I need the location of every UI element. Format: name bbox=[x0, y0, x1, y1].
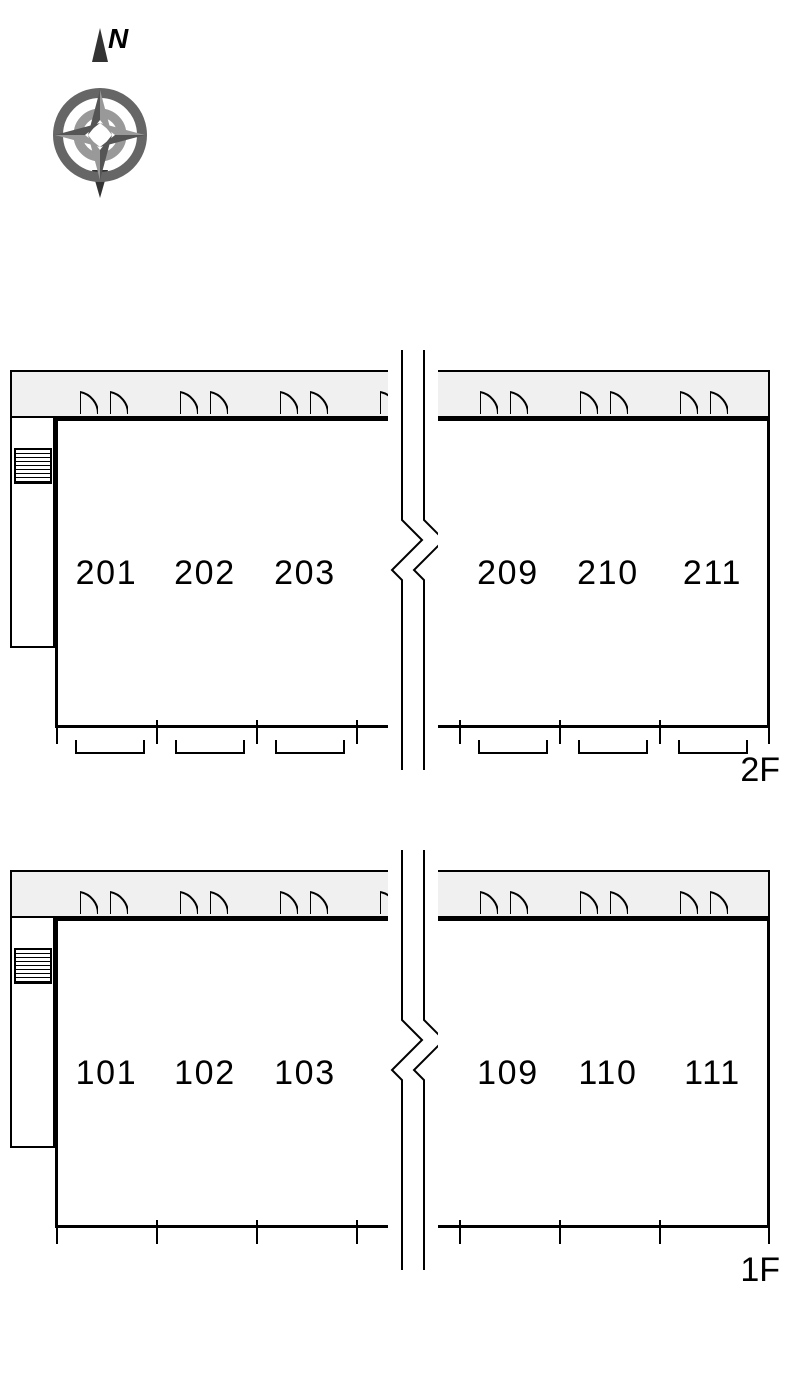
door-icon bbox=[210, 890, 228, 914]
door-icon bbox=[110, 390, 128, 414]
unit-label: 202 bbox=[174, 554, 236, 593]
door-icon bbox=[310, 890, 328, 914]
compass-n-label: N bbox=[108, 23, 129, 54]
tick bbox=[356, 1220, 358, 1244]
tick bbox=[768, 1220, 770, 1244]
tick bbox=[559, 720, 561, 744]
floor-1f-block: 101 102 103 109 110 111 bbox=[10, 870, 780, 1300]
unit-label: 211 bbox=[683, 554, 742, 593]
tick bbox=[256, 720, 258, 744]
door-icon bbox=[580, 390, 598, 414]
unit-202: 202 bbox=[155, 418, 258, 728]
tick bbox=[659, 720, 661, 744]
tick bbox=[256, 1220, 258, 1244]
unit-111: 111 bbox=[658, 918, 770, 1228]
unit-label: 109 bbox=[477, 1054, 539, 1093]
floor-label-2f: 2F bbox=[740, 751, 780, 790]
floor-2f-block: 201 202 203 209 210 211 bbox=[10, 370, 780, 800]
door-icon bbox=[510, 390, 528, 414]
unit-110: 110 bbox=[558, 918, 661, 1228]
door-icon bbox=[580, 890, 598, 914]
door-icon bbox=[610, 890, 628, 914]
door-icon bbox=[680, 390, 698, 414]
unit-211: 211 bbox=[658, 418, 770, 728]
stair-steps-icon bbox=[14, 448, 52, 484]
door-icon bbox=[210, 390, 228, 414]
window-icon bbox=[275, 740, 345, 754]
unit-102: 102 bbox=[155, 918, 258, 1228]
stairs-2f bbox=[10, 418, 55, 648]
door-icon bbox=[110, 890, 128, 914]
unit-label: 203 bbox=[274, 554, 336, 593]
tick bbox=[459, 1220, 461, 1244]
break-mark-2f bbox=[388, 350, 438, 770]
window-icon bbox=[75, 740, 145, 754]
tick bbox=[356, 720, 358, 744]
unit-label: 111 bbox=[684, 1054, 741, 1093]
unit-label: 102 bbox=[174, 1054, 236, 1093]
door-icon bbox=[510, 890, 528, 914]
tick bbox=[659, 1220, 661, 1244]
door-icon bbox=[280, 390, 298, 414]
unit-203: 203 bbox=[255, 418, 358, 728]
window-icon bbox=[478, 740, 548, 754]
window-icon bbox=[175, 740, 245, 754]
unit-209: 209 bbox=[458, 418, 561, 728]
unit-label: 209 bbox=[477, 554, 539, 593]
compass: N bbox=[30, 20, 170, 220]
unit-label: 201 bbox=[76, 554, 138, 593]
unit-201: 201 bbox=[55, 418, 158, 728]
tick bbox=[56, 1220, 58, 1244]
tick bbox=[459, 720, 461, 744]
tick bbox=[156, 1220, 158, 1244]
door-icon bbox=[710, 390, 728, 414]
unit-label: 103 bbox=[274, 1054, 336, 1093]
tick bbox=[768, 720, 770, 744]
door-icon bbox=[180, 890, 198, 914]
window-icon bbox=[578, 740, 648, 754]
tick bbox=[56, 720, 58, 744]
door-icon bbox=[480, 890, 498, 914]
floor-label-1f: 1F bbox=[740, 1251, 780, 1290]
door-icon bbox=[610, 390, 628, 414]
unit-210: 210 bbox=[558, 418, 661, 728]
unit-103: 103 bbox=[255, 918, 358, 1228]
unit-109: 109 bbox=[458, 918, 561, 1228]
unit-101: 101 bbox=[55, 918, 158, 1228]
unit-label: 210 bbox=[577, 554, 639, 593]
door-icon bbox=[480, 390, 498, 414]
door-icon bbox=[310, 390, 328, 414]
door-icon bbox=[680, 890, 698, 914]
unit-label: 101 bbox=[76, 1054, 138, 1093]
break-mark-1f bbox=[388, 850, 438, 1270]
door-icon bbox=[180, 390, 198, 414]
tick bbox=[559, 1220, 561, 1244]
compass-top-point bbox=[92, 28, 108, 62]
door-icon bbox=[80, 390, 98, 414]
unit-label: 110 bbox=[578, 1054, 637, 1093]
door-icon bbox=[710, 890, 728, 914]
window-icon bbox=[678, 740, 748, 754]
door-icon bbox=[280, 890, 298, 914]
stair-steps-icon bbox=[14, 948, 52, 984]
stairs-1f bbox=[10, 918, 55, 1148]
door-icon bbox=[80, 890, 98, 914]
tick bbox=[156, 720, 158, 744]
